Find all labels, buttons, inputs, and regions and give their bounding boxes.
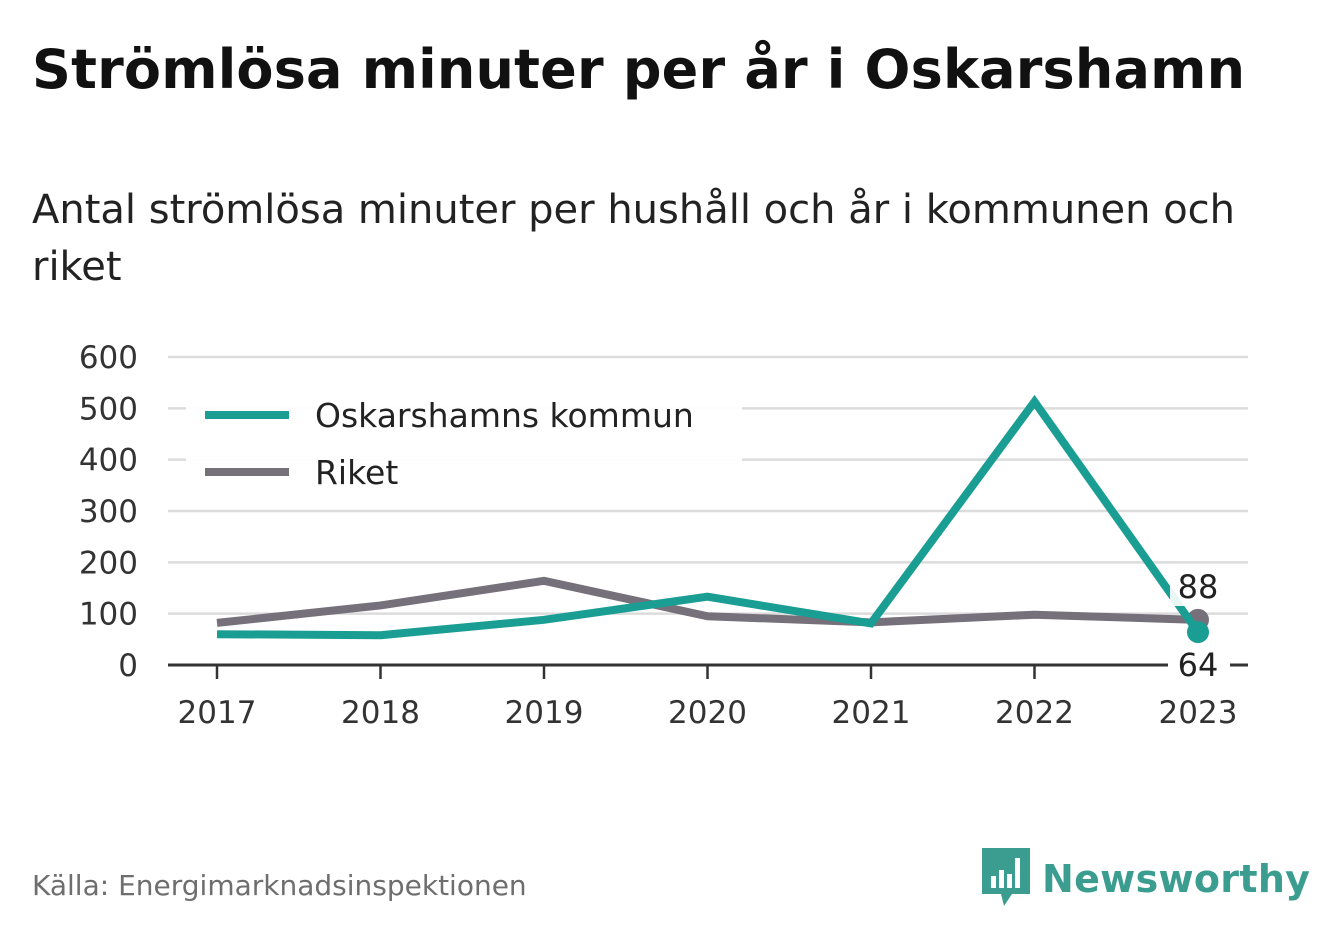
series-line: [216, 576, 1199, 627]
y-tick-label: 500: [79, 391, 138, 427]
legend-label: Riket: [315, 453, 398, 492]
end-label-bg: [1168, 643, 1230, 683]
y-tick-label: 300: [79, 494, 138, 530]
brand-logo: Newsworthy: [982, 848, 1310, 910]
brand-name: Newsworthy: [1042, 857, 1311, 901]
line-chart: 0 100 200 300 400 500 600 2017 2018 2019 2020 2021…: [79, 340, 1248, 731]
y-tick-label: 200: [79, 545, 138, 581]
end-label-oskarshamn: 64: [1178, 646, 1219, 684]
end-label-riket: 88: [1178, 568, 1219, 606]
y-tick-label: 400: [79, 443, 138, 479]
x-tick-label: 2022: [995, 695, 1074, 731]
legend-box: [186, 388, 742, 508]
y-tick-label: 600: [79, 340, 138, 376]
x-tick-label: 2021: [832, 695, 911, 731]
x-axis-ticks: 2017 2018 2019 2020 2021 2022 2023: [178, 665, 1238, 731]
x-tick-label: 2023: [1159, 695, 1238, 731]
x-tick-label: 2018: [341, 695, 420, 731]
end-label-bg: [1170, 568, 1228, 606]
newsworthy-logo-icon: [982, 848, 1030, 906]
series-line: [216, 394, 1202, 640]
y-tick-label: 100: [79, 597, 138, 633]
end-labels: 64 88: [1168, 568, 1230, 684]
chart-subtitle: Antal strömlösa minuter per hushåll och …: [32, 187, 1236, 290]
y-tick-label: 0: [118, 648, 138, 684]
source-note: Källa: Energimarknadsinspektionen: [32, 869, 527, 902]
chart-title: Strömlösa minuter per år i Oskarshamn: [32, 38, 1246, 101]
series-lines: [216, 394, 1209, 644]
legend: Oskarshamns kommun Riket: [186, 388, 742, 508]
legend-label: Oskarshamns kommun: [315, 396, 694, 435]
x-tick-label: 2017: [178, 695, 257, 731]
series-end-point: [1187, 621, 1209, 644]
x-tick-label: 2020: [668, 695, 747, 731]
x-tick-label: 2019: [505, 695, 584, 731]
y-axis-ticks: 0 100 200 300 400 500 600: [79, 340, 138, 684]
